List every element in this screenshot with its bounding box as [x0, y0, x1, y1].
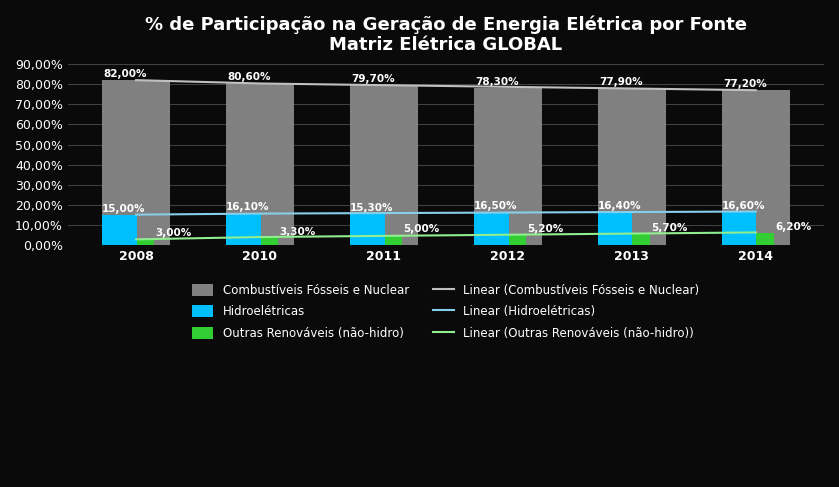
Text: 79,70%: 79,70% [351, 74, 394, 84]
Text: 77,90%: 77,90% [599, 77, 643, 88]
Bar [597, 212, 633, 245]
Text: 78,30%: 78,30% [475, 76, 519, 87]
Text: 6,20%: 6,20% [775, 222, 811, 231]
Text: 3,30%: 3,30% [279, 227, 315, 237]
Text: 15,00%: 15,00% [102, 204, 145, 214]
Bar [226, 213, 261, 245]
Text: 16,40%: 16,40% [597, 201, 641, 211]
Bar [722, 212, 757, 245]
Text: 5,00%: 5,00% [404, 224, 440, 234]
Text: 16,50%: 16,50% [474, 201, 518, 211]
Text: 5,70%: 5,70% [651, 223, 687, 233]
Bar [384, 235, 402, 245]
Text: 5,20%: 5,20% [527, 224, 563, 234]
Bar [137, 239, 154, 245]
Title: % de Participação na Geração de Energia Elétrica por Fonte
Matriz Elétrica GLOBA: % de Participação na Geração de Energia … [145, 15, 747, 54]
Bar [226, 83, 294, 245]
Text: 80,60%: 80,60% [227, 72, 271, 82]
Bar [757, 233, 774, 245]
Bar [350, 85, 418, 245]
Text: 82,00%: 82,00% [103, 69, 147, 79]
Text: 16,60%: 16,60% [722, 201, 765, 211]
Bar [102, 215, 137, 245]
Text: 3,00%: 3,00% [155, 228, 191, 238]
Bar [597, 89, 666, 245]
Bar [633, 234, 650, 245]
Text: 15,30%: 15,30% [350, 203, 393, 213]
Text: 16,10%: 16,10% [226, 202, 269, 212]
Text: 77,20%: 77,20% [723, 79, 767, 89]
Bar [350, 214, 384, 245]
Bar [722, 90, 789, 245]
Legend: Combustíveis Fósseis e Nuclear, Hidroelétricas, Outras Renováveis (não-hidro), L: Combustíveis Fósseis e Nuclear, Hidroelé… [186, 278, 706, 345]
Bar [474, 88, 542, 245]
Bar [508, 235, 526, 245]
Bar [102, 80, 170, 245]
Bar [261, 238, 278, 245]
Bar [474, 212, 508, 245]
